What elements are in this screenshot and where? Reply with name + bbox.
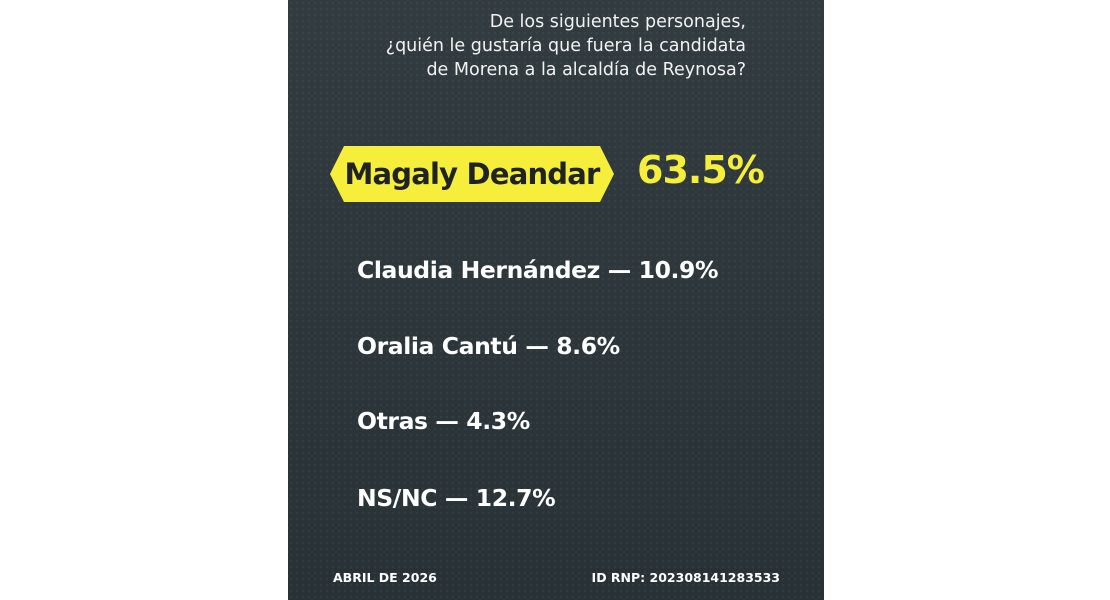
winner-name-tag: Magaly Deandar [330,146,614,202]
question-line-2: ¿quién le gustaría que fuera la candidat… [385,36,746,56]
question-line-3: de Morena a la alcaldía de Reynosa? [426,60,746,80]
poll-card: De los siguientes personajes, ¿quién le … [288,0,824,600]
result-ns-nc: NS/NC — 12.7% [357,484,556,512]
result-oralia-cantu: Oralia Cantú — 8.6% [357,332,620,360]
result-otras: Otras — 4.3% [357,407,530,435]
winner-percent: 63.5% [637,148,765,192]
winner-name: Magaly Deandar [344,157,600,191]
poll-registry-id: ID RNP: 202308141283533 [591,570,780,585]
poll-date: ABRIL DE 2026 [333,570,437,585]
question-line-1: De los siguientes personajes, [489,12,746,32]
poll-question: De los siguientes personajes, ¿quién le … [386,10,746,82]
result-claudia-hernandez: Claudia Hernández — 10.9% [357,256,719,284]
